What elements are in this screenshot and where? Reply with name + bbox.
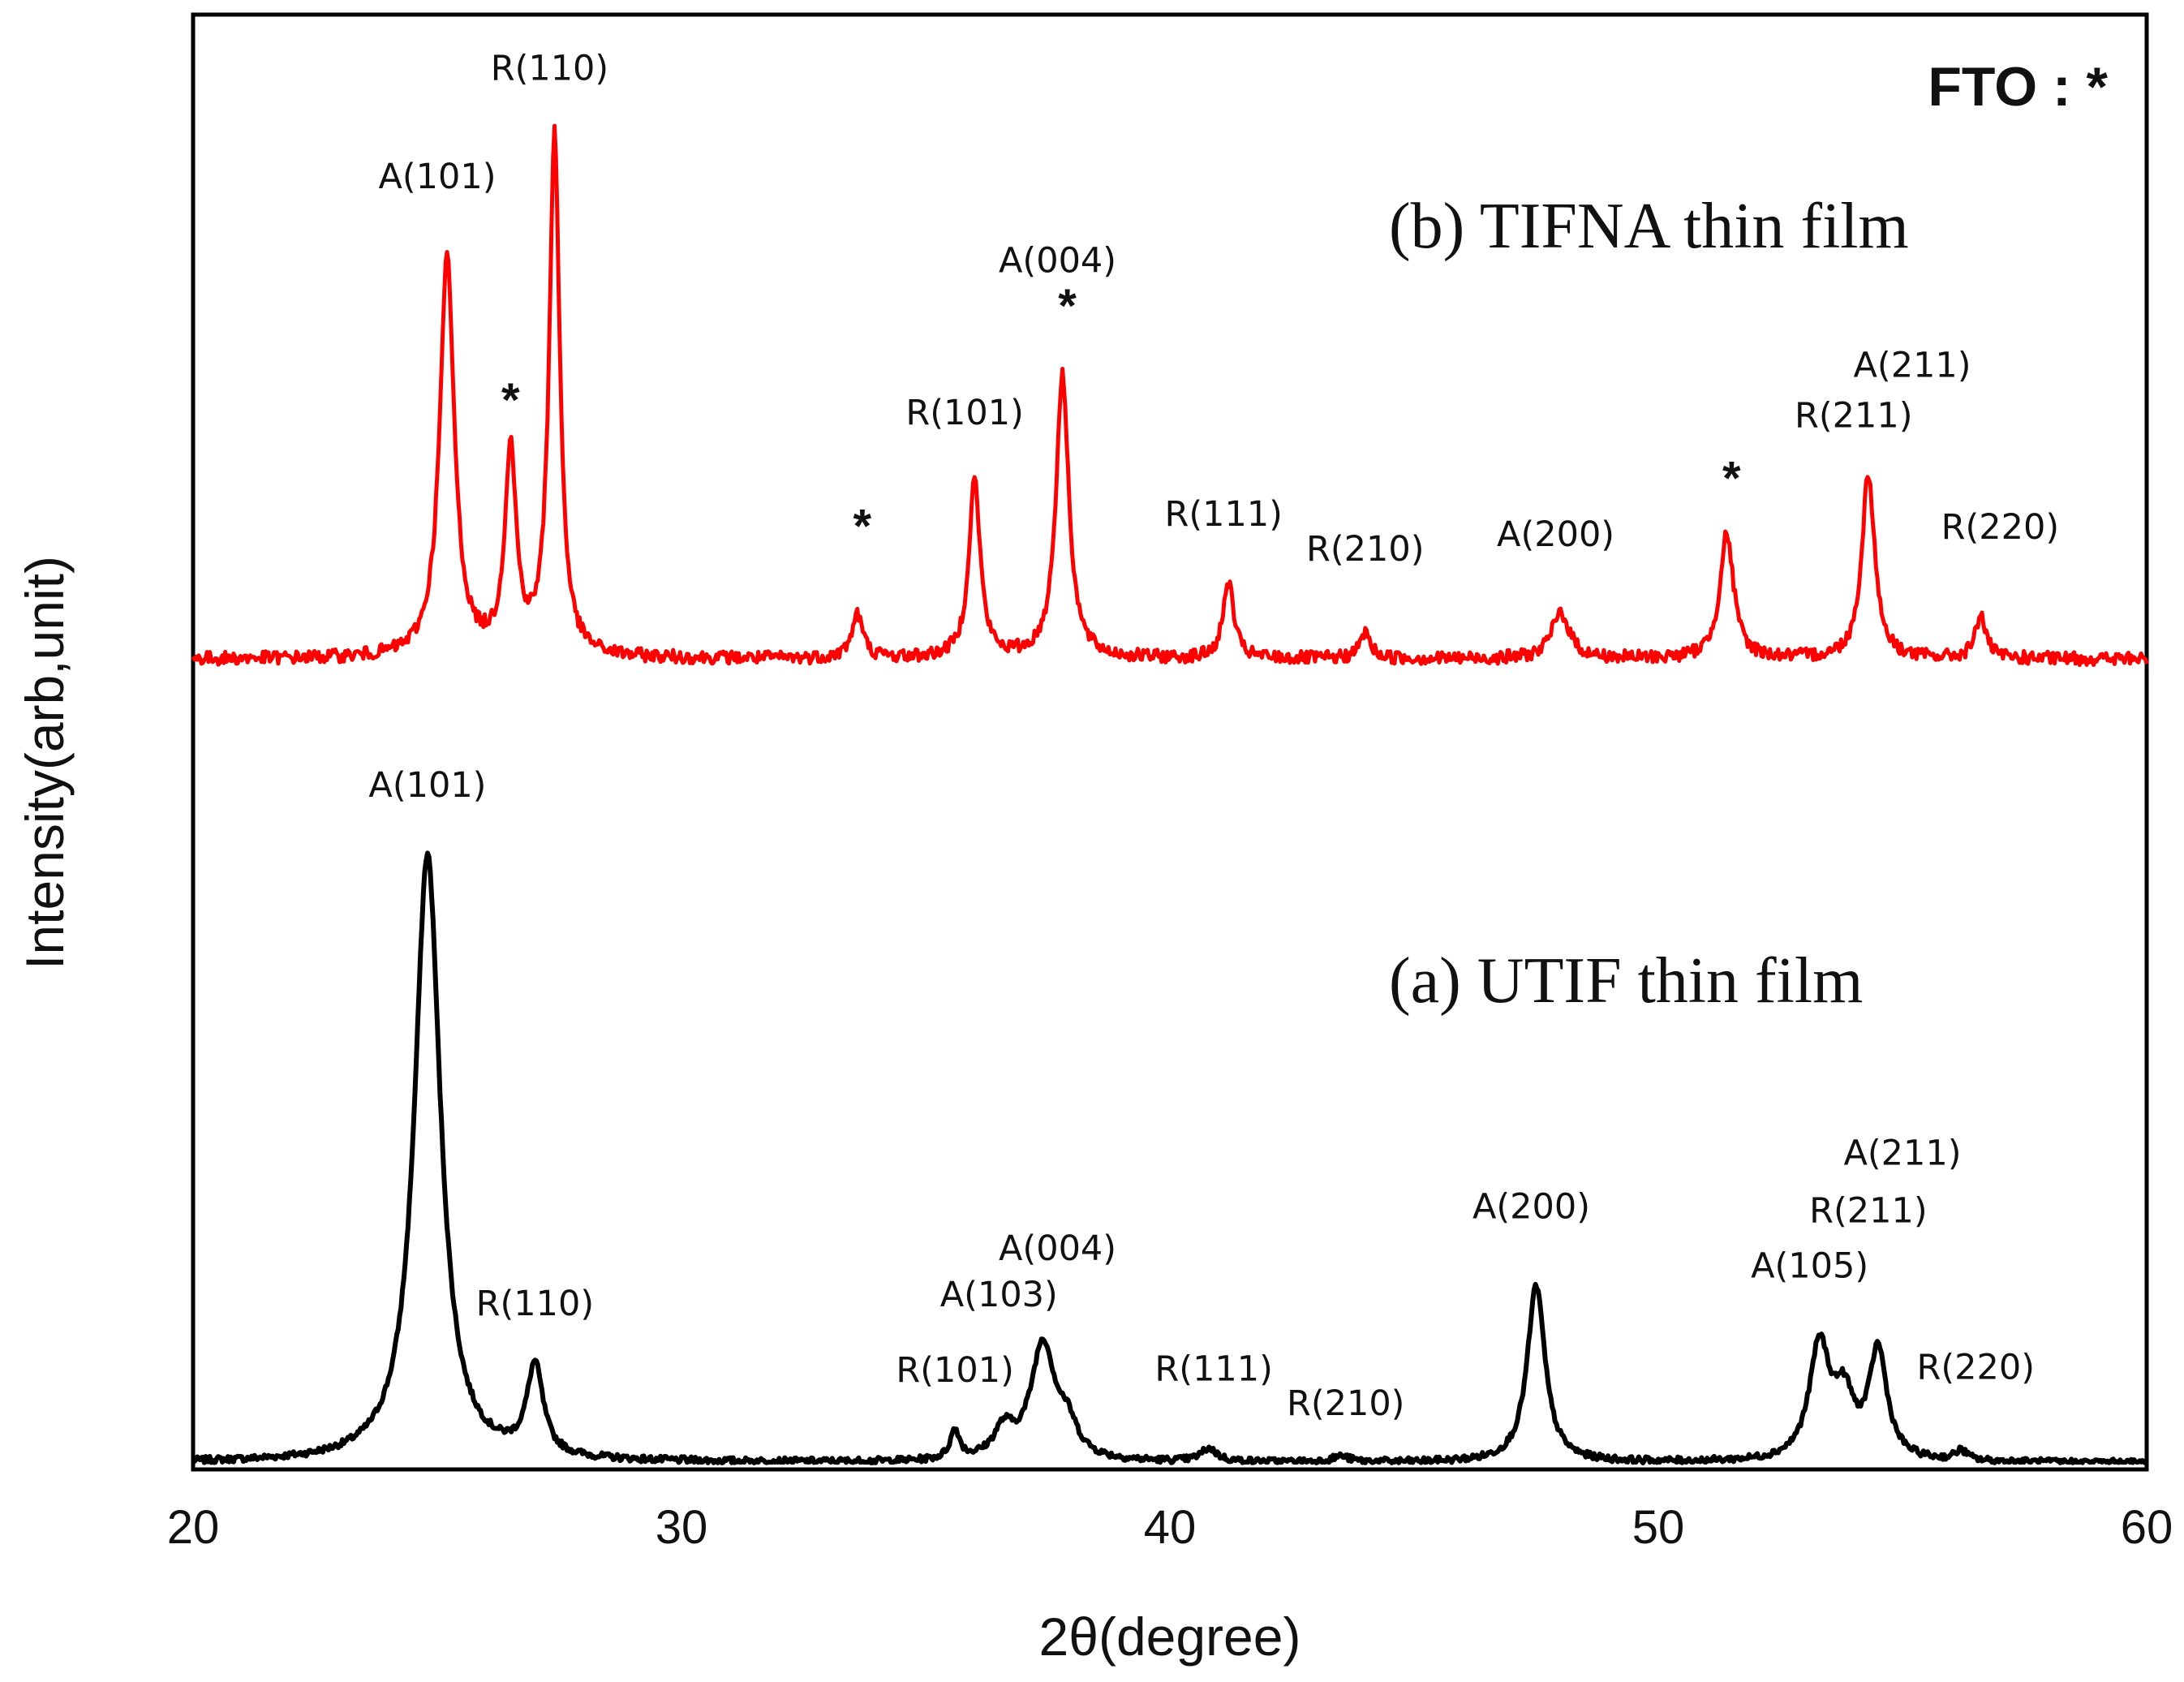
peak-label: R(110) xyxy=(476,1284,595,1324)
peak-label: A(004) xyxy=(999,1228,1116,1269)
annotation-layer: A(101) R(110) R(101) A(103) A(004) R(111) R(21… xyxy=(368,48,2059,1424)
peak-label: A(200) xyxy=(1497,514,1614,555)
peak-label: R(101) xyxy=(896,1350,1014,1391)
x-axis-title: 2θ(degree) xyxy=(1039,1607,1301,1667)
peak-label: A(105) xyxy=(1751,1246,1868,1287)
peak-label: A(101) xyxy=(378,157,496,197)
peak-label: A(004) xyxy=(999,241,1116,282)
peak-label: R(110) xyxy=(491,48,609,88)
peak-label: R(211) xyxy=(1809,1191,1928,1232)
series-a-title: (a) UTIF thin film xyxy=(1389,945,1863,1017)
peak-label: A(200) xyxy=(1472,1186,1590,1227)
x-tick-label: 20 xyxy=(167,1501,220,1554)
series-b-title: (b) TIFNA thin film xyxy=(1389,191,1909,262)
fto-marker: * xyxy=(1722,452,1741,505)
fto-marker: * xyxy=(853,500,871,553)
peak-label: A(211) xyxy=(1854,345,1971,385)
peak-label: R(220) xyxy=(1917,1347,2036,1387)
peak-label: A(103) xyxy=(940,1275,1058,1315)
series-a-utif-line xyxy=(191,850,2148,1465)
peak-label: R(210) xyxy=(1306,529,1425,570)
peak-label: R(111) xyxy=(1164,494,1283,535)
peak-label: R(211) xyxy=(1795,396,1913,437)
fto-marker: * xyxy=(501,374,520,427)
series-layer xyxy=(191,123,2149,1465)
peak-label: R(220) xyxy=(1941,507,2060,548)
peak-label: A(101) xyxy=(368,765,486,806)
peak-label: R(111) xyxy=(1154,1349,1273,1389)
fto-legend-note: FTO : * xyxy=(1928,56,2108,118)
x-tick-label: 40 xyxy=(1144,1501,1197,1554)
plot-area-frame xyxy=(191,12,2149,1472)
axis-layer: 2θ(degree) Intensity(arb,unit) 20 30 40 50 6… xyxy=(15,556,2173,1667)
x-tick-label: 50 xyxy=(1632,1501,1685,1554)
peak-label: R(101) xyxy=(905,393,1024,433)
peak-label: A(211) xyxy=(1843,1133,1961,1173)
x-tick-label: 30 xyxy=(656,1501,708,1554)
peak-label: R(210) xyxy=(1287,1383,1405,1424)
x-tick-label: 60 xyxy=(2121,1501,2173,1554)
y-axis-title: Intensity(arb,unit) xyxy=(15,556,75,970)
legend: FTO : * (b) TIFNA thin film (a) UTIF thi… xyxy=(1389,56,2109,1017)
series-b-tifna-line xyxy=(191,123,2149,668)
fto-marker: * xyxy=(1058,280,1077,333)
